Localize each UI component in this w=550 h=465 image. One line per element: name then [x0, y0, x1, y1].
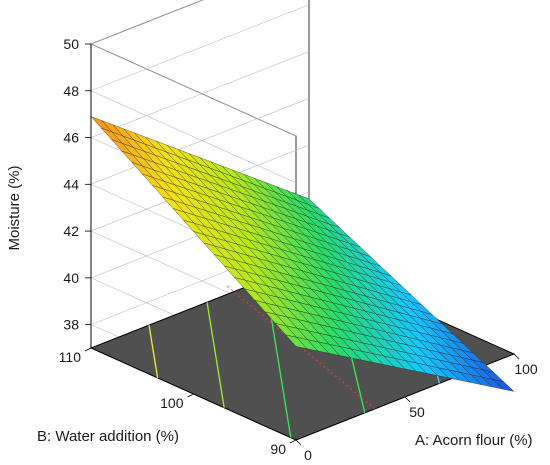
x-axis-title: A: Acorn flour (%)	[415, 432, 533, 449]
z-tick-label: 38	[63, 317, 79, 333]
y-axis-ticks: 90 100 110	[59, 347, 297, 457]
y-tick-label: 90	[270, 441, 286, 457]
y-axis-title: B: Water addition (%)	[37, 428, 179, 445]
y-tick	[187, 393, 194, 398]
x-tick	[404, 396, 411, 403]
contour-line	[148, 325, 159, 378]
x-tick-label: 50	[409, 404, 425, 420]
z-tick-label: 40	[63, 270, 79, 286]
y-tick-label: 100	[160, 395, 184, 411]
response-surface	[90, 116, 515, 392]
y-tick	[289, 439, 297, 444]
z-axis-ticks: 38 40 42 44 46 48 50	[63, 36, 91, 333]
x-tick-label: 0	[304, 447, 312, 463]
contour-line	[206, 302, 225, 408]
surface-cell	[492, 379, 515, 392]
x-tick	[513, 353, 520, 360]
z-axis-title: Moisture (%)	[6, 165, 23, 250]
x-tick-label: 100	[514, 361, 538, 377]
z-tick-label: 44	[63, 176, 79, 192]
x-tick	[295, 439, 302, 446]
y-tick-label: 110	[59, 349, 82, 365]
x-axis-ticks: 0 50 100	[295, 353, 538, 463]
z-tick-label: 48	[63, 83, 79, 99]
z-tick-label: 42	[63, 223, 79, 239]
z-tick-label: 50	[63, 36, 79, 52]
y-tick	[84, 347, 92, 352]
z-tick-label: 46	[63, 130, 79, 146]
